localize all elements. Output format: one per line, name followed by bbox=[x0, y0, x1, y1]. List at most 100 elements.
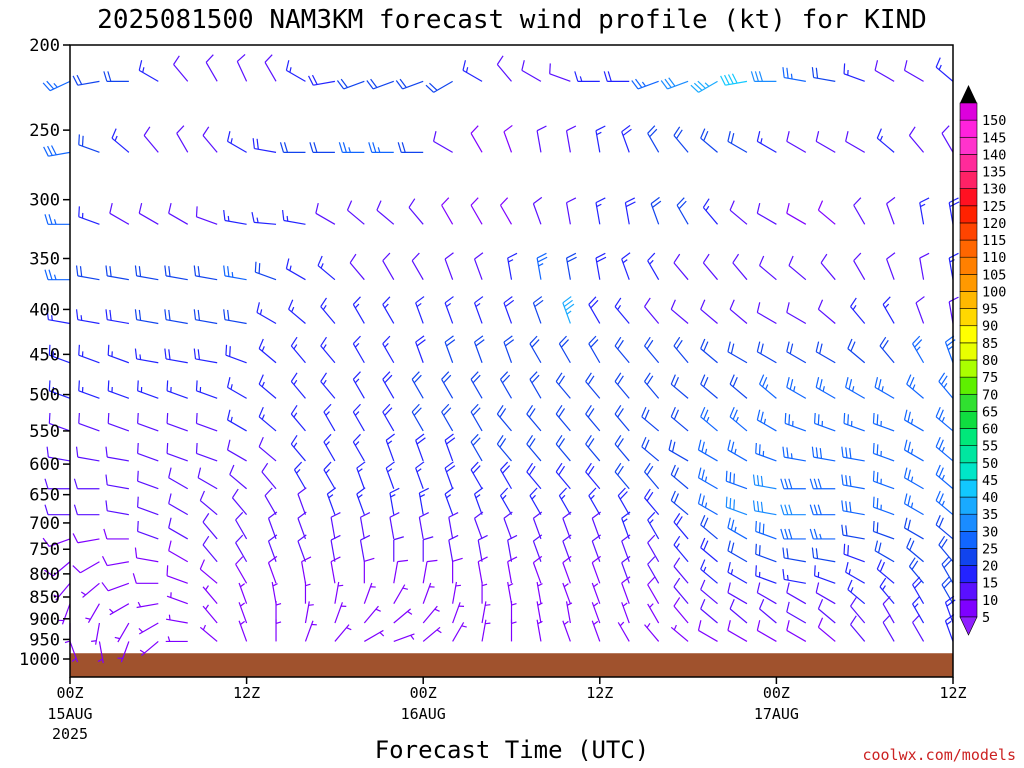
barb-flag bbox=[470, 461, 479, 471]
wind-barb bbox=[205, 54, 218, 82]
colorbar-label: 75 bbox=[982, 370, 998, 386]
colorbar-segment bbox=[959, 513, 978, 532]
barb-flag bbox=[786, 601, 790, 613]
barb-flag bbox=[132, 573, 137, 584]
barb-flag bbox=[756, 582, 761, 593]
barb-flag bbox=[168, 309, 171, 321]
wind-barb bbox=[393, 559, 409, 584]
barb-shaft bbox=[906, 547, 924, 563]
barb-flag bbox=[756, 501, 760, 512]
wind-barb bbox=[105, 500, 129, 516]
wind-barb bbox=[915, 296, 925, 324]
wind-barb bbox=[536, 125, 547, 153]
barb-flag bbox=[103, 528, 108, 540]
barb-flag bbox=[168, 540, 172, 551]
barb-shaft bbox=[107, 390, 130, 399]
barb-half-flag bbox=[485, 622, 491, 625]
barb-flag bbox=[44, 569, 54, 577]
barb-flag bbox=[673, 253, 681, 264]
colorbar-label: 10 bbox=[982, 593, 998, 609]
barb-flag bbox=[105, 500, 108, 511]
barb-flag bbox=[555, 372, 563, 382]
colorbar-label: 115 bbox=[982, 233, 1006, 249]
barb-flag bbox=[943, 559, 952, 569]
wind-barb bbox=[673, 557, 689, 584]
barb-shaft bbox=[754, 510, 777, 516]
barb-shaft bbox=[882, 622, 895, 642]
wind-barb bbox=[621, 576, 631, 604]
barb-half-flag bbox=[734, 526, 737, 533]
barb-flag bbox=[788, 255, 794, 266]
colorbar-label: 15 bbox=[982, 576, 998, 592]
barb-shaft bbox=[874, 386, 895, 399]
wind-barb bbox=[574, 71, 600, 82]
barb-shaft bbox=[698, 629, 718, 642]
barb-half-flag bbox=[230, 384, 233, 390]
wind-barb bbox=[729, 374, 748, 399]
barb-half-flag bbox=[80, 591, 86, 596]
barb-flag bbox=[44, 504, 49, 515]
barb-shaft bbox=[168, 477, 189, 490]
barb-shaft bbox=[80, 561, 100, 574]
wind-barb bbox=[411, 252, 424, 280]
barb-shaft bbox=[452, 622, 465, 642]
barb-flag bbox=[614, 435, 622, 445]
wind-barb bbox=[725, 496, 748, 516]
wind-barb bbox=[199, 624, 218, 642]
barb-flag bbox=[168, 349, 171, 360]
barb-shaft bbox=[814, 575, 836, 584]
wind-barb bbox=[418, 487, 429, 515]
barb-flag bbox=[703, 517, 709, 528]
barb-shaft bbox=[199, 568, 218, 584]
wind-barb bbox=[948, 252, 959, 280]
barb-flag bbox=[78, 134, 80, 145]
barb-shaft bbox=[908, 135, 925, 153]
wind-barb bbox=[139, 640, 159, 657]
barb-shaft bbox=[904, 449, 924, 462]
barb-flag bbox=[845, 447, 848, 458]
x-tick-date: 15AUG bbox=[47, 705, 92, 723]
barb-flag bbox=[762, 523, 765, 535]
barb-shaft bbox=[726, 480, 748, 490]
wind-barb bbox=[919, 252, 930, 280]
barb-flag bbox=[472, 465, 481, 474]
y-tick-label: 700 bbox=[29, 514, 60, 534]
barb-half-flag bbox=[85, 617, 91, 620]
x-tick-date: 17AUG bbox=[754, 705, 799, 723]
barb-flag bbox=[644, 439, 650, 450]
barb-shaft bbox=[641, 446, 660, 462]
barb-flag bbox=[938, 372, 946, 382]
ground-layer bbox=[70, 653, 953, 677]
barb-shaft bbox=[644, 345, 660, 364]
barb-shaft bbox=[813, 557, 836, 563]
barb-shaft bbox=[847, 348, 866, 364]
barb-shaft bbox=[879, 586, 895, 605]
colorbar-segment bbox=[959, 393, 978, 412]
barb-shaft bbox=[227, 449, 247, 462]
wind-barb bbox=[481, 601, 491, 624]
wind-barb bbox=[850, 297, 866, 324]
wind-barb bbox=[503, 124, 513, 153]
wind-barb bbox=[499, 487, 513, 515]
barb-shaft bbox=[78, 354, 100, 364]
wind-barb bbox=[503, 296, 515, 324]
wind-barb bbox=[290, 435, 306, 462]
barb-flag bbox=[652, 200, 662, 208]
wind-barb bbox=[673, 535, 689, 563]
barb-flag bbox=[872, 442, 875, 454]
wind-barb bbox=[107, 412, 130, 432]
wind-barb bbox=[477, 556, 488, 584]
barb-shaft bbox=[286, 69, 306, 82]
wind-barb bbox=[382, 371, 395, 399]
barb-shaft bbox=[503, 302, 513, 324]
barb-flag bbox=[342, 142, 347, 153]
wind-barb bbox=[78, 380, 100, 399]
barb-flag bbox=[903, 517, 908, 529]
wind-barb bbox=[591, 555, 602, 584]
barb-shaft bbox=[267, 518, 277, 540]
barb-half-flag bbox=[704, 448, 708, 455]
y-tick-label: 850 bbox=[29, 588, 60, 608]
barb-flag bbox=[673, 409, 679, 420]
barb-flag bbox=[138, 203, 143, 214]
barb-half-flag bbox=[167, 636, 171, 642]
